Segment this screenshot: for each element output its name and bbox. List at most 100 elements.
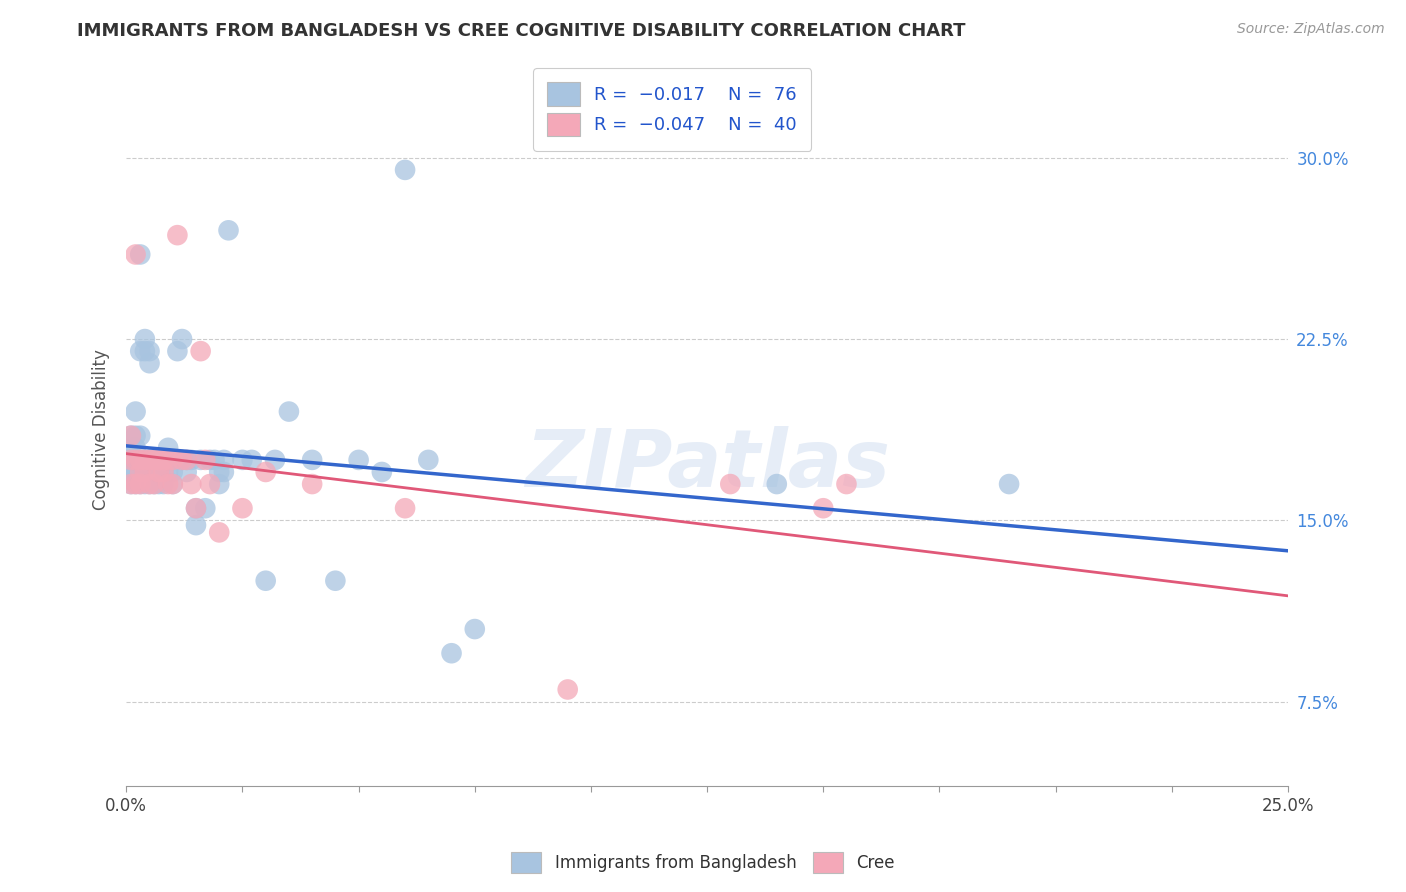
Point (152, 465, 174, 479)
Point (162, 465, 184, 479)
Point (325, 574, 347, 588)
Point (120, 428, 142, 442)
Point (208, 525, 231, 540)
Point (184, 501, 207, 516)
Point (124, 453, 146, 467)
Point (765, 477, 787, 491)
Point (198, 453, 221, 467)
Point (148, 465, 170, 479)
Point (204, 453, 226, 467)
Point (129, 465, 152, 479)
Point (152, 453, 174, 467)
Point (120, 453, 142, 467)
Point (208, 477, 231, 491)
Point (166, 344, 188, 359)
Point (143, 477, 166, 491)
Point (194, 501, 217, 516)
Point (134, 344, 156, 359)
Point (166, 228, 188, 243)
Point (134, 332, 156, 346)
Point (129, 344, 152, 359)
Point (120, 477, 142, 491)
Point (180, 477, 202, 491)
Point (152, 477, 174, 491)
Point (120, 465, 142, 479)
Point (170, 453, 193, 467)
Point (170, 453, 193, 467)
Point (157, 453, 180, 467)
Point (190, 344, 212, 359)
Point (124, 465, 146, 479)
Point (120, 453, 142, 467)
Point (240, 453, 263, 467)
Point (170, 332, 193, 346)
Point (157, 453, 180, 467)
Point (835, 477, 858, 491)
Point (162, 477, 184, 491)
Point (184, 501, 207, 516)
Point (138, 453, 160, 467)
Text: ZIPatlas: ZIPatlas (524, 426, 890, 504)
Point (218, 223, 240, 237)
Point (190, 453, 212, 467)
Point (134, 453, 156, 467)
Point (148, 453, 170, 467)
Point (134, 453, 156, 467)
Point (138, 453, 160, 467)
Point (557, 682, 579, 697)
Point (124, 247, 146, 261)
Point (143, 477, 166, 491)
Point (194, 453, 217, 467)
Point (162, 453, 184, 467)
Text: Source: ZipAtlas.com: Source: ZipAtlas.com (1237, 22, 1385, 37)
Point (129, 247, 152, 261)
Point (264, 453, 287, 467)
Legend: Immigrants from Bangladesh, Cree: Immigrants from Bangladesh, Cree (505, 846, 901, 880)
Point (394, 501, 416, 516)
Y-axis label: Cognitive Disability: Cognitive Disability (93, 350, 110, 510)
Point (998, 477, 1021, 491)
Point (157, 477, 180, 491)
Text: IMMIGRANTS FROM BANGLADESH VS CREE COGNITIVE DISABILITY CORRELATION CHART: IMMIGRANTS FROM BANGLADESH VS CREE COGNI… (77, 22, 966, 40)
Point (129, 465, 152, 479)
Point (124, 453, 146, 467)
Point (143, 453, 166, 467)
Point (718, 477, 741, 491)
Point (277, 404, 299, 418)
Point (138, 465, 160, 479)
Point (143, 465, 166, 479)
Point (152, 453, 174, 467)
Point (418, 453, 440, 467)
Point (180, 453, 202, 467)
Point (124, 465, 146, 479)
Point (129, 477, 152, 491)
Point (138, 356, 160, 370)
Point (129, 428, 152, 442)
Point (129, 477, 152, 491)
Point (184, 518, 207, 533)
Point (176, 453, 198, 467)
Point (138, 344, 160, 359)
Point (162, 477, 184, 491)
Point (134, 477, 156, 491)
Point (120, 441, 142, 455)
Point (254, 574, 277, 588)
Point (138, 477, 160, 491)
Point (371, 465, 394, 479)
Point (212, 453, 235, 467)
Point (212, 465, 235, 479)
Point (347, 453, 370, 467)
Point (124, 441, 146, 455)
Point (176, 465, 198, 479)
Point (394, 162, 416, 177)
Point (254, 465, 277, 479)
Point (813, 501, 835, 516)
Point (176, 453, 198, 467)
Point (124, 428, 146, 442)
Point (124, 404, 146, 418)
Point (301, 477, 323, 491)
Point (157, 465, 180, 479)
Point (120, 428, 142, 442)
Point (231, 501, 253, 516)
Point (129, 453, 152, 467)
